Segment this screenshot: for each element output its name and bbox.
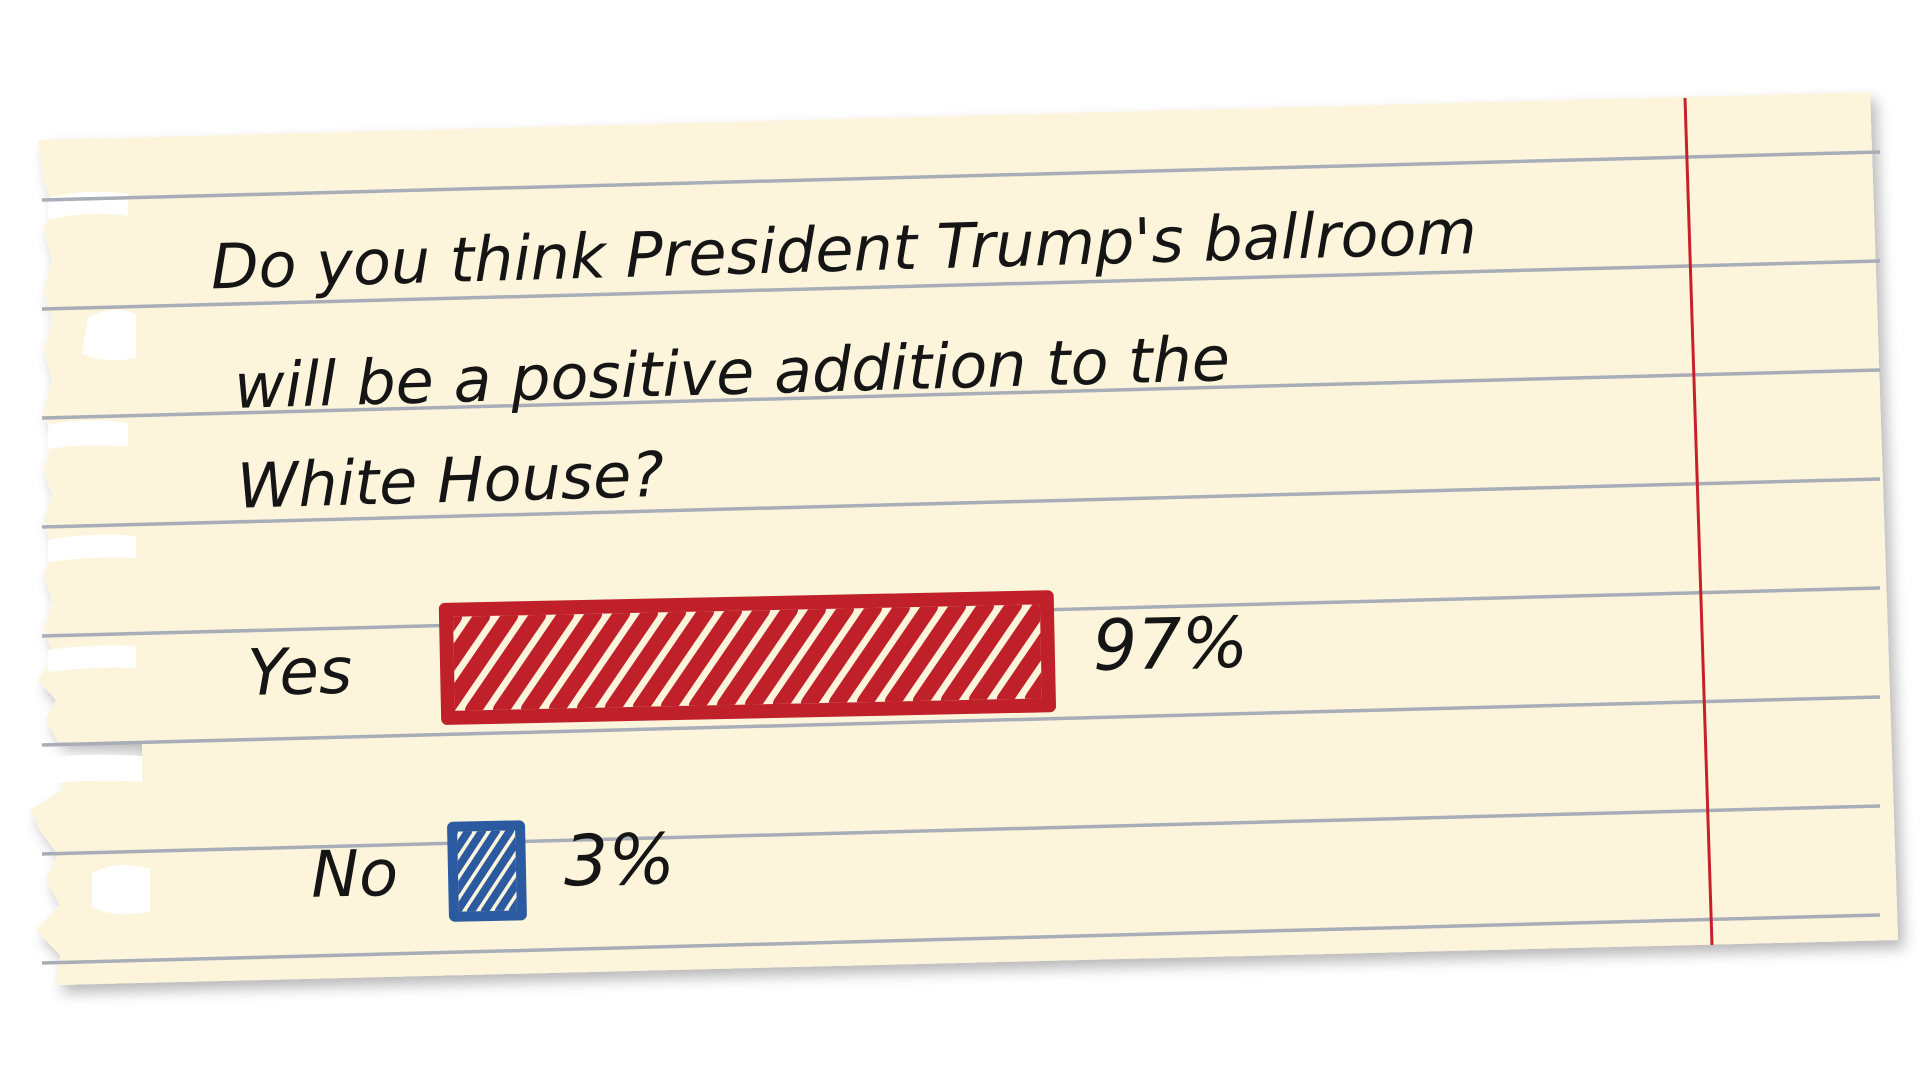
- bar-scribble-no: [457, 830, 517, 912]
- margin-line: [1683, 97, 1714, 946]
- binder-hole-icon: [48, 534, 136, 562]
- binder-hole-icon: [82, 309, 136, 361]
- category-label-no: No: [310, 837, 399, 913]
- binder-hole-icon: [92, 864, 150, 915]
- ruled-line: [41, 368, 1881, 420]
- binder-hole-icon: [30, 754, 142, 786]
- ruled-lines: [41, 150, 1881, 965]
- bar-hatching-no: [457, 830, 517, 912]
- category-label-yes: Yes: [247, 635, 353, 711]
- bar-row-yes: Yes 97%: [247, 590, 1249, 725]
- ruled-line: [41, 150, 1881, 202]
- ruled-line: [41, 259, 1881, 311]
- question-line-3: White House?: [236, 438, 665, 523]
- ruled-line: [41, 695, 1881, 747]
- ruled-line: [41, 477, 1881, 529]
- paper-sheet: [30, 92, 1898, 985]
- value-label-yes: 97%: [1092, 602, 1249, 687]
- binder-hole-icon: [48, 645, 136, 672]
- bar-scribble-yes: [453, 604, 1042, 711]
- bar-hatching-yes: [453, 604, 1042, 711]
- ruled-line: [41, 913, 1881, 965]
- ruled-line: [41, 804, 1881, 856]
- bar-row-no: No 3%: [310, 818, 676, 922]
- poll-bar-chart: Yes 97% No 3%: [247, 590, 1249, 922]
- value-label-no: 3%: [563, 818, 676, 902]
- binder-hole-icon: [48, 420, 128, 449]
